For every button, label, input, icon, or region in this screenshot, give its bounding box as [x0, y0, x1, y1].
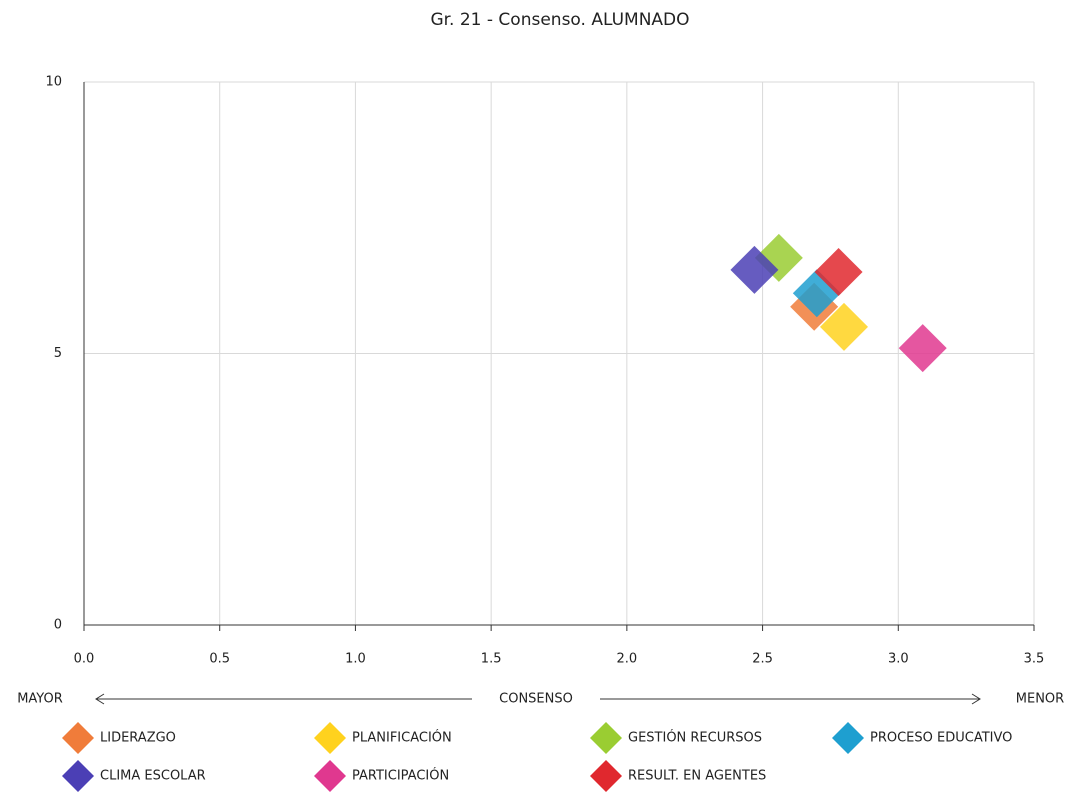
- arrow-head: [95, 693, 105, 705]
- legend-label: RESULT. EN AGENTES: [628, 769, 766, 784]
- legend-label: LIDERAZGO: [100, 731, 176, 746]
- y-tick-label: 5: [54, 346, 62, 361]
- point: [730, 245, 779, 294]
- x-tick-label: 1.5: [481, 652, 502, 667]
- arrow-head: [971, 693, 981, 705]
- legend-label: PARTICIPACIÓN: [352, 768, 449, 784]
- legend-label: PROCESO EDUCATIVO: [870, 731, 1012, 746]
- legend-marker: [314, 722, 346, 754]
- annotation: MAYOR: [17, 692, 63, 707]
- legend-marker: [314, 760, 346, 792]
- y-tick-label: 0: [54, 618, 62, 633]
- x-tick-label: 0.0: [74, 652, 95, 667]
- legend-marker: [62, 760, 94, 792]
- point: [814, 248, 863, 297]
- legend-marker: [62, 722, 94, 754]
- legend-label: GESTIÓN RECURSOS: [628, 730, 762, 746]
- annotation: CONSENSO: [499, 692, 573, 707]
- point: [820, 302, 868, 351]
- x-tick-label: 2.5: [752, 652, 773, 667]
- x-tick-label: 3.0: [888, 652, 909, 667]
- point: [898, 324, 947, 373]
- x-tick-label: 3.5: [1024, 652, 1045, 667]
- legend-marker: [832, 722, 864, 754]
- chart-title: Gr. 21 - Consenso. ALUMNADO: [430, 10, 689, 30]
- x-tick-label: 2.0: [617, 652, 638, 667]
- x-tick-label: 0.5: [209, 652, 230, 667]
- annotation: MENOR: [1016, 692, 1064, 707]
- y-tick-label: 10: [45, 75, 62, 90]
- x-tick-label: 1.0: [345, 652, 366, 667]
- legend-marker: [590, 760, 622, 792]
- legend-label: PLANIFICACIÓN: [352, 730, 452, 746]
- legend-label: CLIMA ESCOLAR: [100, 769, 206, 784]
- legend-marker: [590, 722, 622, 754]
